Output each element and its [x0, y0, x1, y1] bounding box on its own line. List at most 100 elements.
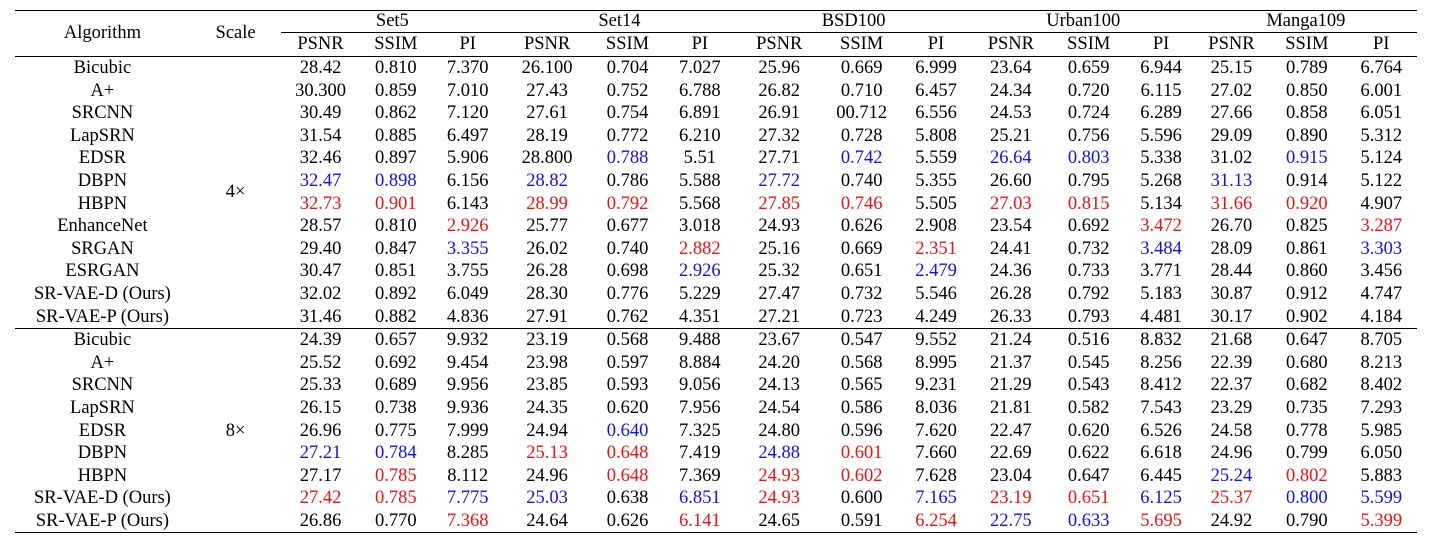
value-cell: 0.860	[1286, 261, 1328, 282]
value-cell: 5.183	[1140, 283, 1182, 304]
value-cell: 3.771	[1140, 261, 1182, 282]
value-cell: 27.71	[758, 148, 801, 169]
value-cell: 26.70	[1210, 216, 1253, 237]
value-cell: 25.52	[299, 352, 342, 373]
value-cell: 0.785	[375, 488, 417, 509]
metric-header-ssim: SSIM	[1067, 34, 1111, 54]
metric-header-psnr: PSNR	[756, 34, 803, 54]
value-cell: 0.825	[1286, 216, 1328, 237]
value-cell: 26.33	[990, 306, 1032, 327]
algorithm-name: Bicubic	[15, 55, 190, 80]
value-cell: 6.143	[446, 193, 489, 214]
value-cell: 6.764	[1345, 55, 1417, 80]
value-cell: 6.289	[1140, 103, 1182, 124]
value-cell: 0.689	[375, 375, 417, 396]
value-cell: 0.620	[606, 397, 649, 418]
value-cell: 22.37	[1210, 375, 1253, 396]
value-cell: 0.638	[606, 488, 649, 509]
metric-header-ssim: SSIM	[605, 34, 650, 54]
table-row: Bicubic 8× 24.39 0.657 9.932 23.19 0.568 9.488 2…	[15, 328, 1417, 534]
scale-header: Scale	[189, 10, 282, 57]
table-row: A+ 25.52 0.692 9.454 23.98 0.597 8.884 24.20 0.5…	[15, 352, 1417, 375]
algorithm-name: HBPN	[77, 193, 128, 214]
algorithm-name: SR-VAE-P (Ours)	[15, 509, 190, 534]
value-cell: 0.803	[1067, 148, 1110, 169]
value-cell: 21.68	[1194, 328, 1269, 352]
value-cell: 5.906	[446, 148, 489, 169]
value-cell: 0.847	[375, 238, 417, 259]
value-cell: 27.32	[758, 125, 801, 146]
value-cell: 32.73	[299, 193, 342, 214]
value-cell: 21.24	[971, 328, 1051, 352]
value-cell: 7.369	[679, 465, 721, 486]
value-cell: 9.932	[432, 328, 504, 352]
algorithm-name: SR-VAE-D (Ours)	[33, 283, 171, 304]
value-cell: 31.66	[1210, 193, 1253, 214]
value-cell: 25.13	[526, 443, 568, 464]
value-cell: 7.165	[915, 488, 957, 509]
value-cell: 23.19	[503, 328, 591, 352]
metric-header-psnr: PSNR	[297, 34, 344, 54]
value-cell: 21.81	[990, 397, 1032, 418]
value-cell: 0.792	[1067, 283, 1110, 304]
value-cell: 0.912	[1286, 283, 1328, 304]
value-cell: 26.28	[990, 283, 1032, 304]
value-cell: 0.582	[1067, 397, 1110, 418]
value-cell: 25.37	[1210, 488, 1253, 509]
value-cell: 3.303	[1360, 238, 1403, 259]
value-cell: 26.15	[299, 397, 342, 418]
value-cell: 28.800	[521, 148, 573, 169]
value-cell: 0.591	[822, 509, 901, 534]
value-cell: 3.472	[1140, 216, 1182, 237]
value-cell: 0.754	[606, 103, 649, 124]
value-cell: 6.001	[1360, 80, 1403, 101]
value-cell: 7.543	[1140, 397, 1182, 418]
value-cell: 0.659	[1050, 55, 1128, 80]
metric-header-psnr: PSNR	[523, 34, 571, 54]
value-cell: 0.732	[1067, 238, 1110, 259]
value-cell: 8.884	[679, 352, 721, 373]
value-cell: 25.33	[299, 375, 342, 396]
value-cell: 5.124	[1360, 148, 1403, 169]
table-row: SR-VAE-P (Ours) 26.86 0.770 7.368 24.64 0.626…	[15, 509, 1417, 534]
scale-cell: 4×	[189, 55, 282, 329]
value-cell: 0.800	[1286, 488, 1328, 509]
value-cell: 0.728	[840, 125, 883, 146]
value-cell: 0.710	[840, 80, 883, 101]
value-cell: 0.772	[606, 125, 649, 146]
value-cell: 23.67	[735, 328, 823, 352]
value-cell: 9.231	[915, 375, 957, 396]
algorithm-name: LapSRN	[70, 397, 135, 418]
algorithm-name: ESRGAN	[65, 261, 140, 282]
value-cell: 24.88	[758, 443, 801, 464]
value-cell: 8.112	[447, 465, 489, 486]
value-cell: 26.02	[526, 238, 568, 259]
value-cell: 28.44	[1210, 261, 1253, 282]
value-cell: 0.915	[1286, 148, 1328, 169]
value-cell: 24.96	[1210, 443, 1253, 464]
value-cell: 28.99	[526, 193, 568, 214]
value-cell: 24.54	[758, 397, 801, 418]
algorithm-name: SRGAN	[71, 238, 134, 259]
metric-header-ssim: SSIM	[374, 34, 418, 54]
value-cell: 0.902	[1286, 306, 1328, 327]
table-row: SRGAN 29.40 0.847 3.355 26.02 0.740 2.882 25.16…	[15, 238, 1417, 261]
table-row: SR-VAE-D (Ours) 32.02 0.892 6.049 28.30 0.776…	[15, 283, 1417, 306]
value-cell: 8.995	[915, 352, 957, 373]
value-cell: 6.141	[664, 509, 736, 534]
value-cell: 25.96	[735, 55, 823, 80]
value-cell: 9.552	[900, 328, 972, 352]
table-row: HBPN 27.17 0.785 8.112 24.96 0.648 7.369 24.93 0…	[15, 465, 1417, 488]
value-cell: 24.96	[526, 465, 568, 486]
value-cell: 00.712	[836, 103, 888, 124]
value-cell: 0.651	[840, 261, 883, 282]
value-cell: 21.29	[990, 375, 1032, 396]
value-cell: 24.92	[1194, 509, 1269, 534]
value-cell: 5.355	[915, 170, 957, 191]
value-cell: 3.456	[1360, 261, 1403, 282]
value-cell: 0.692	[1067, 216, 1110, 237]
value-cell: 0.810	[375, 216, 417, 237]
value-cell: 24.65	[735, 509, 823, 534]
value-cell: 24.36	[990, 261, 1032, 282]
value-cell: 28.42	[281, 55, 360, 80]
